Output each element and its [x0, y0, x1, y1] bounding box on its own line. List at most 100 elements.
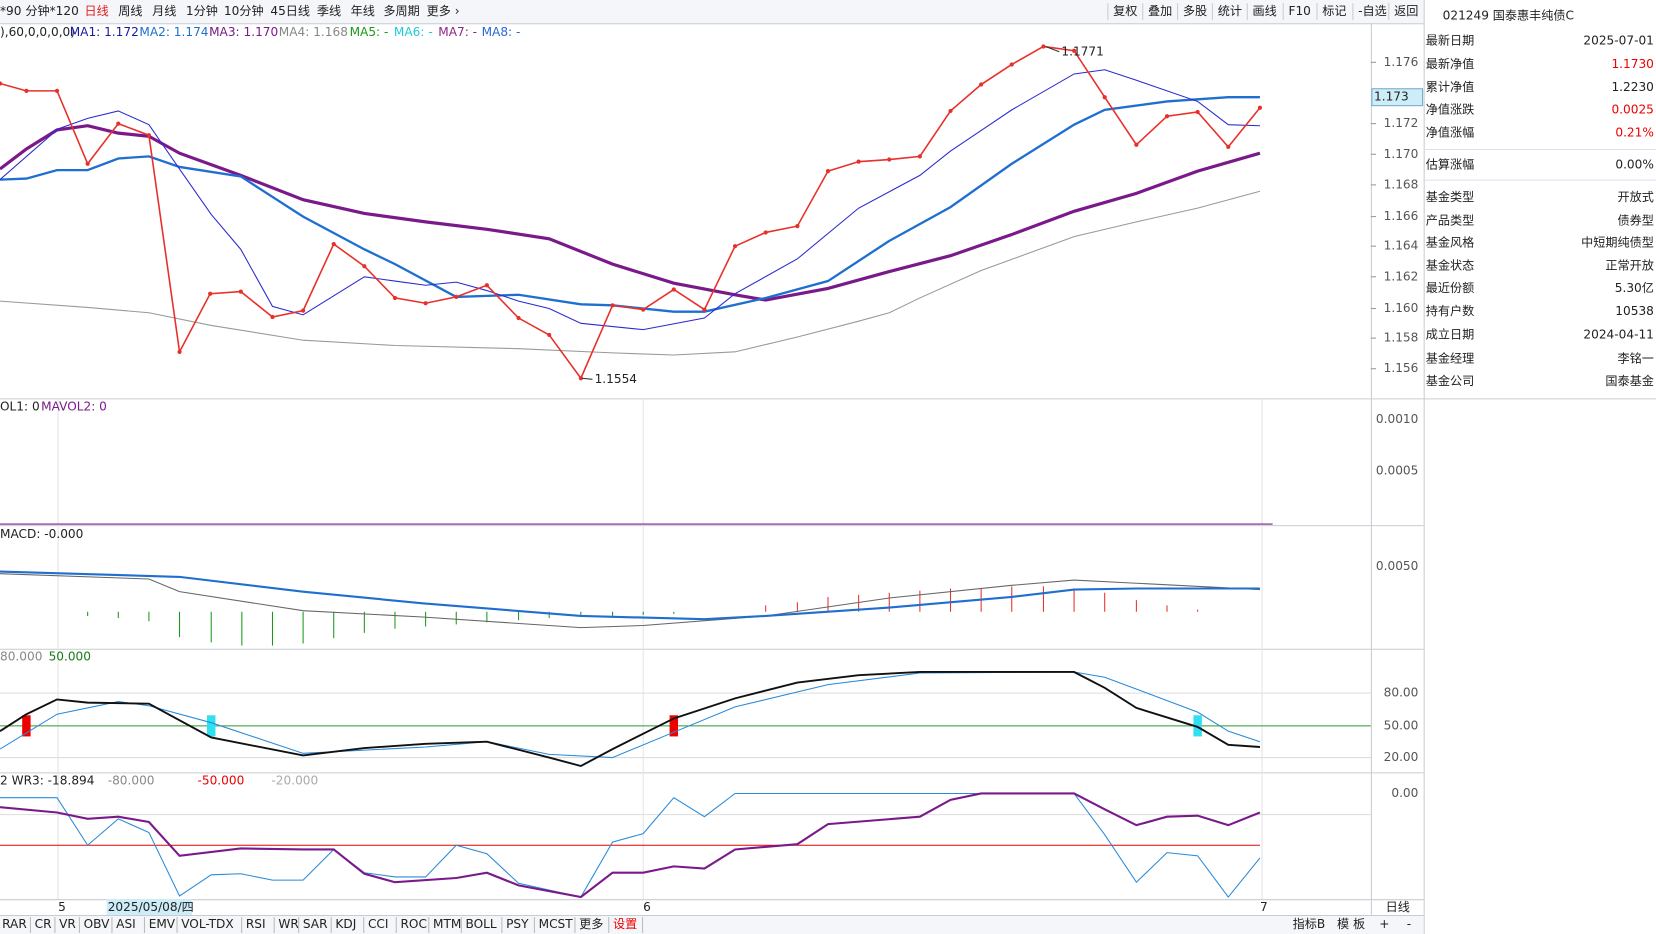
toolbar-button[interactable]: 多股: [1183, 4, 1207, 18]
indicator-tab[interactable]: OBV: [84, 917, 110, 931]
point: [177, 349, 182, 354]
y-tick-label: 1.156: [1384, 361, 1419, 375]
period-tab[interactable]: 日线: [84, 4, 108, 18]
toolbar-button[interactable]: 叠加: [1148, 4, 1172, 18]
wr-legend: WR3: -18.894: [12, 773, 95, 787]
point: [825, 169, 831, 174]
indicator-tab[interactable]: WR: [278, 917, 299, 931]
indicator-tab[interactable]: EMV: [149, 917, 176, 931]
point: [300, 308, 306, 313]
toolbar-button[interactable]: 标记: [1322, 4, 1346, 18]
point: [610, 303, 615, 308]
period-tab[interactable]: 分钟*120: [25, 3, 78, 18]
indicator-tab[interactable]: MTM: [433, 917, 461, 931]
bottom-button[interactable]: +: [1379, 917, 1389, 931]
macd-legend: MACD: -0.000: [0, 527, 83, 541]
toolbar-button[interactable]: -自选: [1358, 4, 1387, 18]
content: *90 分钟*120 日线 周线 月线 1分钟 10分钟 45日线 季线 年线 多周期 更多 › 复权叠…: [0, 3, 1654, 933]
point: [54, 88, 60, 93]
bottom-button[interactable]: -: [1407, 917, 1411, 931]
info-value: 2024-04-11: [1583, 327, 1653, 341]
period-tab[interactable]: 月线: [152, 4, 176, 18]
toolbar-button[interactable]: 返回: [1394, 4, 1418, 18]
y-tick-label: 1.162: [1384, 269, 1419, 283]
fund-title: 021249 国泰惠丰纯债C: [1443, 8, 1574, 22]
point: [1009, 62, 1014, 67]
price-tag-bg: [1371, 88, 1424, 107]
period-tab[interactable]: 10分钟: [224, 3, 264, 18]
info-label: 净值涨跌: [1426, 101, 1475, 116]
y-tick-label: 80.00: [1384, 686, 1419, 700]
indicator-tab[interactable]: MCST: [539, 917, 574, 931]
toolbar-button[interactable]: 复权: [1113, 4, 1137, 18]
indicator-tab[interactable]: KDJ: [335, 917, 356, 931]
indicator-tab[interactable]: ROC: [400, 917, 426, 931]
y-tick-label: 1.172: [1384, 116, 1419, 130]
point: [1164, 114, 1170, 119]
pointer: [1045, 45, 1060, 53]
vol-legend: MAVOL2: 0: [41, 399, 107, 413]
dea-line: [0, 573, 1260, 629]
info-value: 0.00%: [1615, 157, 1654, 171]
signal: [669, 715, 679, 737]
date-label: 2025/05/08/四: [108, 900, 194, 914]
toolbar-button[interactable]: F10: [1288, 4, 1310, 18]
period-tab[interactable]: 45日线: [270, 4, 310, 18]
info-value: 李铭一: [1618, 351, 1654, 366]
period-tab[interactable]: 年线: [351, 4, 375, 18]
ma2-line: [0, 96, 1260, 313]
point: [423, 301, 428, 306]
period-tab[interactable]: 1分钟: [186, 3, 218, 18]
point: [516, 315, 521, 321]
indicator-tab[interactable]: 设置: [613, 917, 637, 931]
indicator-tab[interactable]: ASI: [116, 917, 136, 931]
ma-legend: MA3: 1.170: [209, 25, 278, 39]
ma-legend: MA5: -: [350, 25, 389, 39]
period-tab[interactable]: 多周期: [383, 4, 419, 18]
signal: [22, 715, 31, 737]
info-label: 基金类型: [1426, 189, 1475, 204]
indicator-tab[interactable]: CR: [35, 917, 52, 931]
point: [85, 161, 90, 166]
period-tab[interactable]: 更多 ›: [427, 4, 460, 18]
indicator-tab[interactable]: BOLL: [466, 917, 497, 931]
indicator-tab[interactable]: RAR: [2, 917, 27, 931]
y-tick-label: 0.0005: [1376, 464, 1418, 478]
indicator-tab[interactable]: RSI: [246, 917, 266, 931]
toolbar-button[interactable]: 画线: [1253, 4, 1277, 18]
ma-legend: MA6: -: [394, 25, 433, 39]
y-tick-label: 0.00: [1391, 786, 1418, 800]
ma-legend: MA1: 1.172: [70, 25, 139, 39]
dif-line: [0, 570, 1260, 621]
indicator-tab[interactable]: 更多: [579, 917, 603, 931]
y-tick-label: 1.170: [1384, 147, 1419, 161]
indicator-tab[interactable]: SAR: [303, 917, 328, 931]
info-label: 基金经理: [1426, 351, 1475, 366]
period-tab[interactable]: *90: [0, 4, 21, 18]
point: [1071, 48, 1077, 53]
point: [917, 154, 922, 159]
indicator-tab[interactable]: VOL-TDX: [181, 917, 233, 931]
period-tab[interactable]: 周线: [118, 4, 142, 18]
indicator-tab[interactable]: PSY: [506, 917, 529, 931]
wr-legend: -20.000: [271, 773, 318, 787]
point: [484, 283, 489, 288]
toolbar-button[interactable]: 统计: [1218, 4, 1242, 18]
info-label: 最新净值: [1426, 56, 1475, 71]
bottom-button[interactable]: 指标B: [1293, 916, 1326, 931]
y-tick-label: 0.0010: [1376, 412, 1418, 426]
period-tab[interactable]: 季线: [317, 4, 341, 18]
y-tick-label: 1.176: [1384, 55, 1419, 69]
y-tick-label: 1.168: [1384, 177, 1419, 191]
toolbar-bg: [0, 0, 1424, 24]
point: [547, 332, 552, 338]
vol-legend: OL1: 0: [0, 399, 40, 413]
info-label: 基金状态: [1426, 258, 1475, 273]
indicator-tab[interactable]: VR: [59, 917, 76, 931]
point: [1134, 142, 1139, 147]
indicator-tab[interactable]: CCI: [368, 917, 389, 931]
y-tick-label: 20.00: [1384, 750, 1419, 764]
bottom-button[interactable]: 模 板: [1337, 917, 1365, 931]
